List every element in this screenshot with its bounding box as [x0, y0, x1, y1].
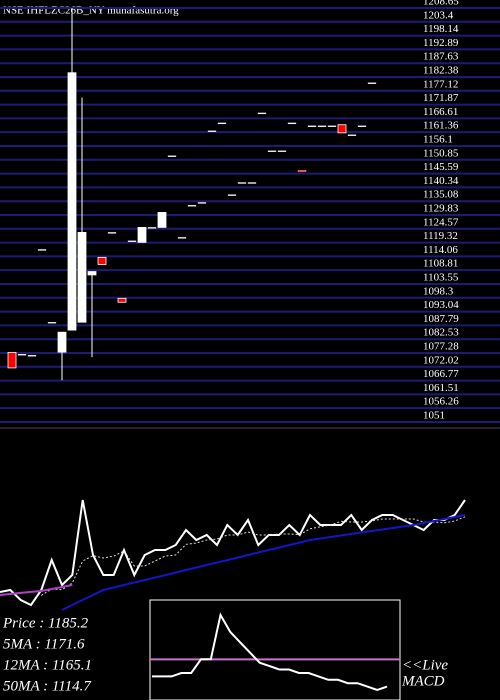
candle-body	[137, 227, 147, 243]
candle-body	[357, 125, 367, 127]
candle-body	[307, 125, 317, 127]
candle-body	[107, 232, 117, 234]
y-tick-label: 1103.55	[423, 272, 459, 284]
y-tick-label: 1087.79	[423, 313, 459, 325]
candle-body	[87, 271, 97, 276]
candle-body	[207, 130, 217, 132]
candle-body	[127, 240, 137, 242]
candle-body	[267, 150, 277, 152]
y-tick-label: 1093.04	[423, 299, 459, 311]
y-tick-label: 1156.1	[423, 134, 453, 146]
y-tick-label: 1171.87	[423, 92, 459, 104]
candle-body	[117, 297, 127, 303]
candle-body	[237, 182, 247, 184]
series-line	[41, 516, 466, 596]
candle-body	[27, 355, 37, 357]
candle-body	[227, 194, 237, 196]
y-tick-label: 1077.28	[423, 341, 459, 353]
candle-body	[17, 354, 27, 356]
candle-body	[97, 256, 107, 265]
y-tick-label: 1129.83	[423, 203, 459, 215]
y-tick-label: 1072.02	[423, 354, 459, 366]
series-line	[0, 499, 466, 607]
candle-body	[197, 202, 207, 204]
candle-body	[327, 125, 337, 127]
y-tick-label: 1051	[423, 410, 445, 422]
candle-body	[247, 182, 257, 184]
candle-body	[167, 155, 177, 157]
legend-entry: 12MA : 1165.1	[3, 657, 92, 673]
candle-body	[297, 170, 307, 172]
candle-body	[347, 134, 357, 136]
candle-body	[7, 352, 17, 369]
candle-body	[147, 227, 157, 229]
candle-body	[257, 112, 267, 115]
y-tick-label: 1124.57	[423, 216, 459, 228]
series-line	[0, 584, 73, 596]
candle-body	[317, 125, 327, 127]
candle-body	[177, 237, 187, 239]
y-tick-label: 1182.38	[423, 65, 459, 77]
y-tick-label: 1108.81	[423, 258, 458, 270]
legend-entry: 5MA : 1171.6	[3, 636, 85, 652]
y-tick-label: 1056.26	[423, 396, 459, 408]
y-tick-label: 1061.51	[423, 382, 459, 394]
y-tick-label: 1135.08	[423, 189, 459, 201]
y-tick-label: 1166.61	[423, 106, 458, 118]
candle-body	[67, 72, 77, 331]
y-tick-label: 1119.32	[423, 230, 458, 242]
candle-body	[57, 331, 67, 353]
y-tick-label: 1208.65	[423, 0, 459, 8]
y-tick-label: 1066.77	[423, 368, 459, 380]
y-tick-label: 1203.4	[423, 9, 454, 21]
candle-body	[47, 322, 57, 324]
candle-body	[217, 122, 227, 125]
series-line	[61, 514, 466, 611]
macd-line	[152, 612, 388, 692]
candle-body	[37, 249, 47, 251]
y-tick-label: 1177.12	[423, 78, 458, 90]
candle-body	[187, 205, 197, 207]
y-tick-label: 1114.06	[423, 244, 458, 256]
y-tick-label: 1150.85	[423, 147, 459, 159]
legend-entry: Price : 1185.2	[2, 615, 89, 631]
candle-body	[287, 122, 297, 125]
candle-body	[337, 124, 347, 134]
y-tick-label: 1145.59	[423, 161, 459, 173]
y-tick-label: 1161.36	[423, 120, 459, 132]
y-tick-label: 1198.14	[423, 23, 459, 35]
candle-body	[277, 150, 287, 152]
candle-body	[77, 231, 87, 323]
y-tick-label: 1098.3	[423, 285, 454, 297]
y-tick-label: 1082.53	[423, 327, 459, 339]
legend-entry: 50MA : 1114.7	[3, 678, 92, 694]
macd-label: <<Live	[402, 657, 448, 673]
y-tick-label: 1140.34	[423, 175, 459, 187]
chart-title: NSE IHFLZC26B_NY munafasutra.org	[3, 5, 179, 17]
candle-body	[367, 82, 377, 84]
macd-label: MACD	[401, 673, 445, 689]
y-tick-label: 1192.89	[423, 37, 459, 49]
y-tick-label: 1187.63	[423, 51, 459, 63]
candle-body	[157, 212, 167, 228]
